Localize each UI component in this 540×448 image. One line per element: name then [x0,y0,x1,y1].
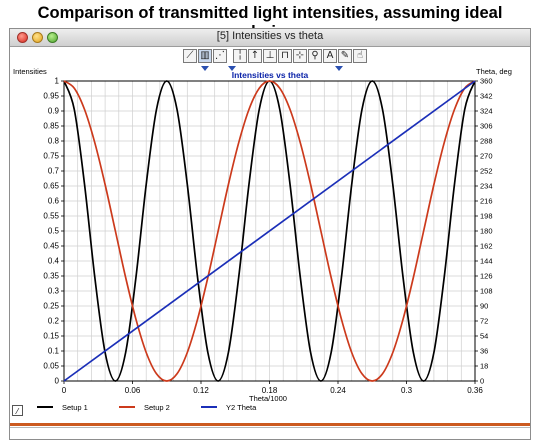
y-tick-label: 0.15 [43,332,59,341]
y-tick-label: 0.3 [48,287,60,296]
y-tick-label: 1 [55,77,60,86]
y2-tick-label: 324 [480,107,493,116]
y2-tick-label: 180 [480,227,493,236]
scatter-icon[interactable]: ⋰ [213,49,227,63]
line-chart-icon[interactable]: ⟋ [183,49,197,63]
text-icon[interactable]: A [323,49,337,63]
zoom-icon[interactable]: ⚲ [308,49,322,63]
x-tick-label: 0.18 [262,386,278,395]
y-tick-label: 0 [55,377,60,386]
y2-tick-label: 90 [480,302,488,311]
x-tick-label: 0.06 [125,386,141,395]
legend-setup-1: Setup 1 [37,402,88,412]
minimize-window-button[interactable] [32,32,43,43]
y-tick-label: 0.1 [48,347,60,356]
legend-setup-1-label: Setup 1 [62,402,88,412]
y-tick-label: 0.35 [43,272,59,281]
legend-setup-1-swatch [37,406,53,408]
toolbar-markers [201,66,343,71]
y-tick-label: 0.95 [43,92,59,101]
x-tick-label: 0.3 [401,386,413,395]
legend-theta: Y2 Theta [201,402,256,412]
y2-tick-label: 198 [480,212,493,221]
x-tick-label: 0.24 [330,386,346,395]
crosshair-icon[interactable]: ⊹ [293,49,307,63]
pin-icon[interactable]: ↑ [248,49,262,63]
y-tick-label: 0.55 [43,212,59,221]
y2-tick-label: 270 [480,152,493,161]
legend-setup-2-swatch [119,406,135,408]
axis-icon[interactable]: ⊥ [263,49,277,63]
legend-theta-label: Y2 Theta [226,402,257,412]
right-axis-label: Theta, deg [476,67,512,76]
y2-tick-label: 0 [480,377,484,386]
zoom-window-button[interactable] [47,32,58,43]
y2-tick-label: 216 [480,197,493,206]
y-tick-label: 0.65 [43,182,59,191]
left-axis-label: Intensities [13,67,47,76]
y-tick-label: 0.85 [43,122,59,131]
legend-setup-2: Setup 2 [119,402,170,412]
y2-tick-label: 144 [480,257,493,266]
window-title: [5] Intensities vs theta [216,30,324,42]
x-tick-label: 0 [62,386,67,395]
y2-tick-label: 18 [480,362,488,371]
plot-title: Intensities vs theta [231,70,309,80]
y2-tick-label: 252 [480,167,493,176]
y-tick-label: 0.4 [48,257,60,266]
x-axis-label: Theta/1000 [249,394,287,403]
bar-chart-icon[interactable]: ▥ [198,49,212,63]
y2-tick-label: 306 [480,122,493,131]
x-tick-label: 0.36 [467,386,483,395]
y2-tick-label: 36 [480,347,488,356]
y2-tick-label: 108 [480,287,493,296]
legend-theta-swatch [201,406,217,408]
y-tick-label: 0.05 [43,362,59,371]
y-tick-label: 0.8 [48,137,60,146]
bottom-accent-bar [10,423,530,426]
close-window-button[interactable] [17,32,28,43]
y-tick-label: 0.25 [43,302,59,311]
y2-tick-label: 342 [480,92,493,101]
y-tick-label: 0.7 [48,167,60,176]
plot-toolbar: ⟋ ▥ ⋰ ╎ ↑ ⊥ ⊓ ⊹ ⚲ A ✎ ☝ [183,49,368,66]
y2-tick-label: 54 [480,332,488,341]
y2-tick-label: 360 [480,77,493,86]
y-tick-label: 0.9 [48,107,60,116]
y2-tick-label: 72 [480,317,488,326]
y-tick-label: 0.5 [48,227,60,236]
y2-tick-label: 126 [480,272,493,281]
page-corner-icon[interactable]: ⁄ [12,405,23,416]
bottom-divider [10,427,530,428]
y2-tick-label: 288 [480,137,493,146]
y2-tick-label: 162 [480,242,493,251]
range-icon[interactable]: ⊓ [278,49,292,63]
cursor-icon[interactable]: ╎ [233,49,247,63]
series-theta-line [63,80,476,382]
series-setup-2-line [63,80,476,382]
y2-tick-label: 234 [480,182,493,191]
pencil-icon[interactable]: ✎ [338,49,352,63]
x-tick-label: 0.12 [193,386,209,395]
legend-setup-2-label: Setup 2 [144,402,170,412]
window-titlebar[interactable]: [5] Intensities vs theta [10,29,530,47]
y-tick-label: 0.2 [48,317,60,326]
y-tick-label: 0.6 [48,197,60,206]
hand-icon[interactable]: ☝ [353,49,367,63]
y-tick-label: 0.75 [43,152,59,161]
y-tick-label: 0.45 [43,242,59,251]
